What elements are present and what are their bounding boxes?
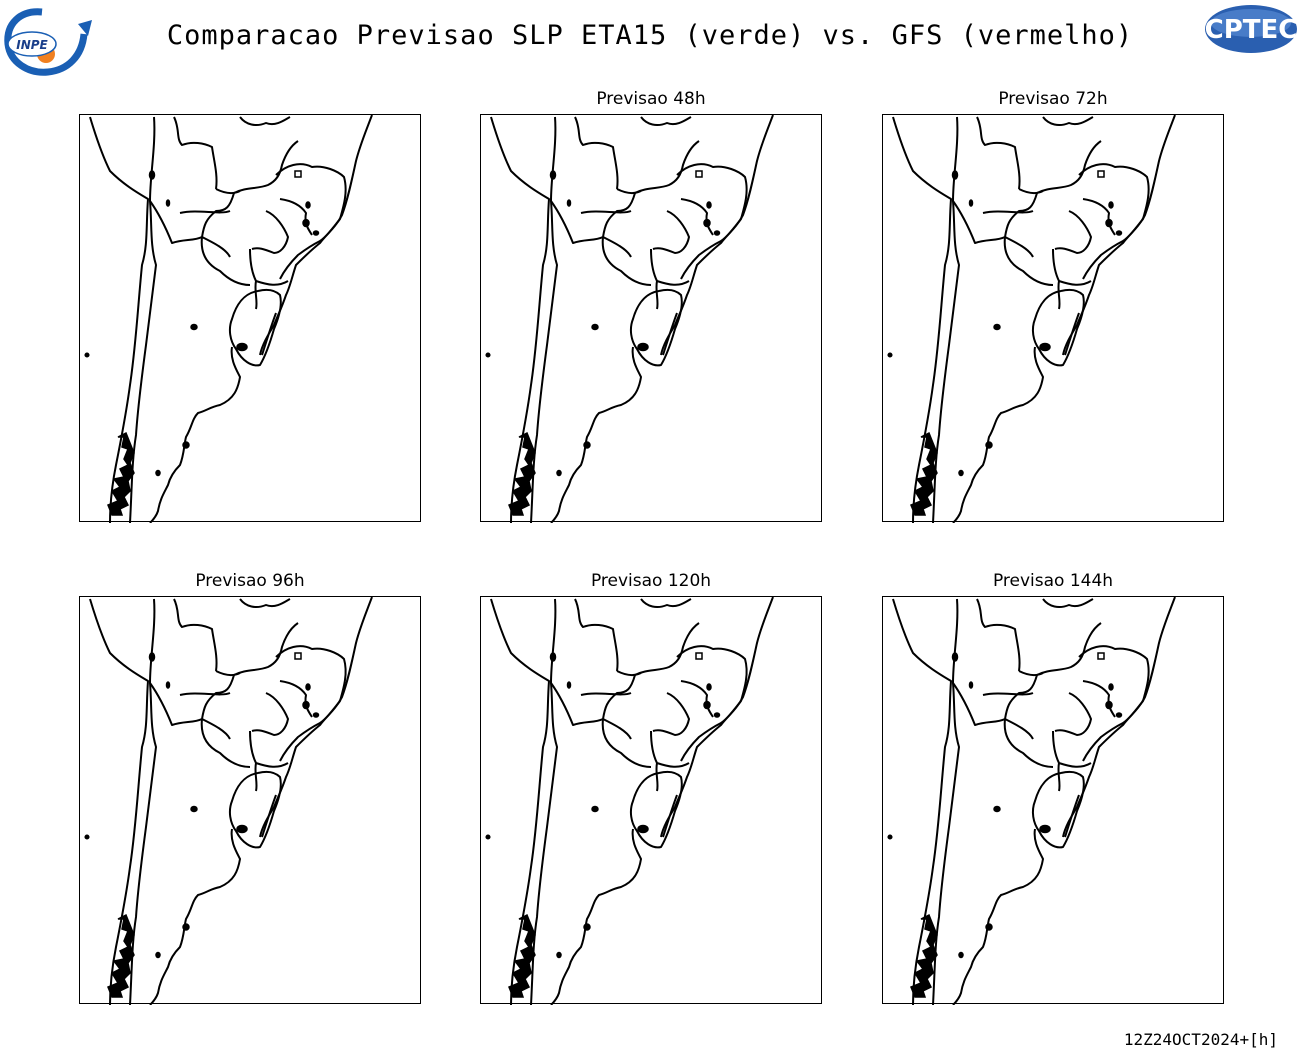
page-title: Comparacao Previsao SLP ETA15 (verde) vs… xyxy=(166,20,1134,51)
map-panel xyxy=(480,114,822,523)
panel-title: Previsao 120h xyxy=(590,571,712,591)
inpe-logo-text: INPE xyxy=(16,38,48,52)
map-panel xyxy=(882,114,1224,523)
map-outline xyxy=(84,597,373,1005)
map-outline xyxy=(485,115,774,523)
panel-title: Previsao 144h xyxy=(992,571,1114,591)
map-outline xyxy=(84,115,373,523)
map-outline xyxy=(887,115,1176,523)
map-panel xyxy=(480,596,822,1005)
map-panel xyxy=(79,596,421,1005)
panel-title: Previsao 72h xyxy=(998,89,1108,109)
map-panel xyxy=(79,114,421,523)
cptec-logo-text: CPTEC xyxy=(1205,15,1298,45)
map-outline xyxy=(485,597,774,1005)
panel-title: Previsao 96h xyxy=(195,571,305,591)
panel-title: Previsao 48h xyxy=(596,89,706,109)
inpe-logo: INPE xyxy=(2,4,94,80)
forecast-timestamp: 12Z24OCT2024+[h] xyxy=(1123,1030,1278,1049)
map-outline xyxy=(887,597,1176,1005)
cptec-logo: CPTEC xyxy=(1203,3,1299,55)
map-panel xyxy=(882,596,1224,1005)
